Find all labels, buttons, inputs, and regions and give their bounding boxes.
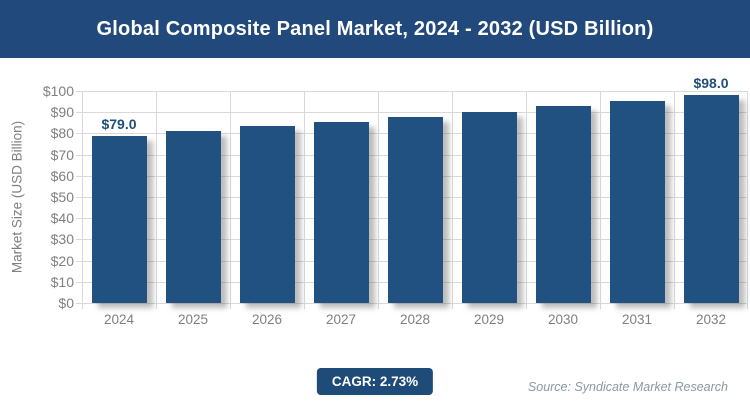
y-tick-mark [76, 112, 82, 114]
x-tick-mark [600, 303, 601, 309]
y-tick-mark [76, 154, 82, 156]
bar-value-label: $98.0 [693, 75, 729, 92]
y-tick-mark [76, 218, 82, 220]
bar-2028 [387, 116, 443, 303]
y-tick-label: $90 [50, 104, 74, 121]
x-tick-label: 2029 [473, 312, 505, 327]
y-tick-mark [76, 175, 82, 177]
y-tick-label: $0 [58, 295, 74, 311]
title-banner: Global Composite Panel Market, 2024 - 20… [0, 0, 750, 58]
y-tick-label: $10 [50, 273, 74, 290]
v-gridline [230, 91, 231, 303]
v-gridline [82, 91, 83, 303]
v-gridline [674, 91, 675, 303]
bar-2029 [461, 111, 517, 303]
y-tick-mark [76, 133, 82, 135]
y-axis-tick-labels: $0 $10 $20 $30 $40 $50 $60 $70 $80 $90 $100 [0, 84, 74, 310]
x-tick-label: 2026 [251, 312, 283, 327]
bar-2030 [535, 106, 591, 303]
y-tick-label: $60 [50, 167, 74, 184]
x-tick-label: 2031 [621, 312, 653, 327]
plot-area: $79.0 $98.0 [76, 75, 748, 309]
x-tick-label: 2027 [325, 312, 357, 327]
bar-2025 [165, 130, 221, 303]
x-tick-mark [526, 303, 527, 309]
bar-value-label: $79.0 [101, 115, 137, 132]
cagr-badge: CAGR: 2.73% [316, 368, 434, 395]
v-gridline [526, 91, 527, 303]
y-tick-mark [76, 303, 82, 304]
x-tick-mark [304, 303, 305, 309]
bar-2031 [609, 100, 665, 303]
x-tick-mark [747, 303, 748, 309]
x-tick-label: 2025 [177, 312, 209, 327]
y-tick-mark [76, 260, 82, 262]
x-tick-label: 2028 [399, 312, 431, 327]
bar-2032 [683, 95, 739, 303]
v-gridline [747, 91, 748, 303]
x-axis-tick-labels: 2024 2025 2026 2027 2028 2029 2030 2031 2032 [82, 312, 748, 330]
y-tick-label: $30 [50, 231, 74, 248]
x-tick-label: 2032 [695, 312, 727, 327]
y-tick-mark [76, 281, 82, 283]
x-tick-mark [452, 303, 453, 309]
h-gridline [82, 91, 748, 92]
y-tick-label: $40 [50, 210, 74, 227]
y-tick-label: $70 [50, 146, 74, 163]
x-tick-mark [156, 303, 157, 309]
x-tick-mark [82, 303, 83, 309]
v-gridline [452, 91, 453, 303]
y-tick-label: $20 [50, 252, 74, 269]
v-gridline [156, 91, 157, 303]
v-gridline [378, 91, 379, 303]
y-tick-mark [76, 239, 82, 241]
x-tick-mark [378, 303, 379, 309]
v-gridline [304, 91, 305, 303]
x-tick-mark [230, 303, 231, 309]
source-note: Source: Syndicate Market Research [527, 380, 728, 394]
x-tick-label: 2030 [547, 312, 579, 327]
bar-2027 [313, 121, 369, 303]
y-tick-mark [76, 91, 82, 92]
y-tick-label: $100 [42, 83, 74, 99]
h-gridline [82, 112, 748, 114]
h-gridline [82, 303, 748, 304]
v-gridline [600, 91, 601, 303]
chart-title: Global Composite Panel Market, 2024 - 20… [96, 17, 654, 40]
x-tick-label: 2024 [103, 312, 135, 327]
bar-2024 [91, 135, 147, 303]
y-tick-mark [76, 197, 82, 198]
y-tick-label: $50 [50, 189, 74, 205]
x-tick-mark [674, 303, 675, 309]
bar-2026 [239, 126, 295, 303]
y-tick-label: $80 [50, 125, 74, 142]
